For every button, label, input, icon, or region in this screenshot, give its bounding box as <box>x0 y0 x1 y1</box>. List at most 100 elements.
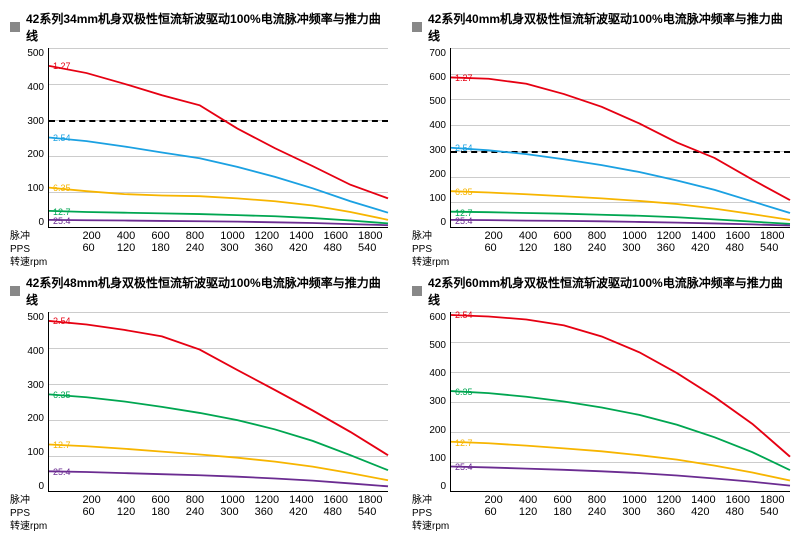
plot-area: 2.546.3512.725.4 <box>48 312 388 492</box>
y-tick-label: 100 <box>429 453 446 464</box>
x-tick: 1000300 <box>622 230 646 254</box>
x-tick: 1200360 <box>255 230 279 254</box>
chart-0: 42系列34mm机身双极性恒流斩波驱动100%电流脉冲频率与推力曲线 500 400… <box>10 10 388 256</box>
title-square-icon <box>412 286 422 296</box>
x-tick: 1600480 <box>324 494 348 518</box>
chart-3: 42系列60mm机身双极性恒流斩波驱动100%电流脉冲频率与推力曲线 600 500… <box>412 274 790 520</box>
y-tick-label: 600 <box>429 72 446 83</box>
x-tick: 400120 <box>519 230 537 254</box>
series-svg <box>49 312 388 491</box>
series-line <box>451 391 790 470</box>
x-tick: 600180 <box>151 230 169 254</box>
x-tick: 1600480 <box>726 494 750 518</box>
y-tick-label: 500 <box>27 48 44 59</box>
y-tick-label: 300 <box>429 396 446 407</box>
x-tick: 1000300 <box>622 494 646 518</box>
x-axis-labels: 脉冲PPS转速rpm <box>412 494 450 520</box>
x-tick: 1400420 <box>691 494 715 518</box>
y-tick-label: 200 <box>27 413 44 424</box>
y-tick-label: 0 <box>440 217 446 228</box>
y-tick-label: 200 <box>429 425 446 436</box>
x-tick: 800240 <box>186 494 204 518</box>
series-svg <box>49 48 388 227</box>
y-tick-label: 200 <box>27 149 44 160</box>
series-line <box>451 77 790 200</box>
y-tick-label: 600 <box>429 312 446 323</box>
y-tick-label: 300 <box>27 116 44 127</box>
x-tick: 600180 <box>151 494 169 518</box>
plot-wrap: 70060050040030020010001.272.546.3512.725… <box>412 48 790 228</box>
plot-wrap: 500 400 300 200 100 0 2.546.3512.725.4 <box>10 312 388 492</box>
x-axis-labels: 脉冲PPS转速rpm <box>10 494 48 520</box>
series-line <box>49 138 388 213</box>
x-tick: 1800540 <box>760 230 784 254</box>
x-tick: 400120 <box>519 494 537 518</box>
y-tick-label: 500 <box>429 340 446 351</box>
y-tick-label: 0 <box>440 481 446 492</box>
x-tick: 800240 <box>186 230 204 254</box>
x-tick: 20060 <box>484 494 502 518</box>
x-tick: 400120 <box>117 494 135 518</box>
x-tick: 1600480 <box>324 230 348 254</box>
title-square-icon <box>412 22 422 32</box>
y-tick-label: 100 <box>429 193 446 204</box>
y-tick-label: 0 <box>38 481 44 492</box>
y-tick-label: 700 <box>429 48 446 59</box>
x-tick: 1400420 <box>289 494 313 518</box>
x-tick: 1000300 <box>220 230 244 254</box>
chart-title: 42系列48mm机身双极性恒流斩波驱动100%电流脉冲频率与推力曲线 <box>10 274 388 308</box>
y-tick-label: 300 <box>27 380 44 391</box>
x-tick: 1200360 <box>657 494 681 518</box>
series-line <box>451 315 790 457</box>
y-tick-label: 200 <box>429 169 446 180</box>
series-line <box>451 148 790 213</box>
plot-area: 1.272.546.3512.725.4 <box>48 48 388 228</box>
plot-wrap: 500 400 300 200 100 0 1.272.546.3512.725.4 <box>10 48 388 228</box>
y-tick-label: 300 <box>429 145 446 156</box>
y-tick-label: 100 <box>27 447 44 458</box>
x-axis-labels: 脉冲PPS转速rpm <box>10 230 48 256</box>
y-tick-label: 400 <box>429 120 446 131</box>
y-axis: 6005004003002001000 <box>412 312 450 492</box>
series-line <box>49 471 388 486</box>
series-line <box>49 394 388 470</box>
y-axis: 500 400 300 200 100 0 <box>10 48 48 228</box>
x-tick: 1800540 <box>358 494 382 518</box>
x-tick: 1400420 <box>691 230 715 254</box>
x-tick: 1200360 <box>255 494 279 518</box>
y-tick-label: 500 <box>27 312 44 323</box>
x-tick: 20060 <box>82 494 100 518</box>
x-tick: 1200360 <box>657 230 681 254</box>
y-tick-label: 400 <box>27 346 44 357</box>
x-axis-labels: 脉冲PPS转速rpm <box>412 230 450 256</box>
x-tick: 600180 <box>553 230 571 254</box>
x-tick: 20060 <box>484 230 502 254</box>
x-tick: 800240 <box>588 494 606 518</box>
y-tick-label: 0 <box>38 217 44 228</box>
chart-title: 42系列40mm机身双极性恒流斩波驱动100%电流脉冲频率与推力曲线 <box>412 10 790 44</box>
x-tick: 800240 <box>588 230 606 254</box>
series-line <box>49 321 388 455</box>
series-line <box>49 66 388 198</box>
chart-grid: 42系列34mm机身双极性恒流斩波驱动100%电流脉冲频率与推力曲线 500 400… <box>10 10 790 520</box>
chart-1: 42系列40mm机身双极性恒流斩波驱动100%电流脉冲频率与推力曲线 700 600… <box>412 10 790 256</box>
x-tick: 20060 <box>82 230 100 254</box>
x-tick: 1800540 <box>358 230 382 254</box>
x-axis: 脉冲PPS转速rpm200604001206001808002401000300… <box>10 494 388 520</box>
plot-wrap: 60050040030020010002.546.3512.725.4 <box>412 312 790 492</box>
y-axis: 7006005004003002001000 <box>412 48 450 228</box>
chart-title: 42系列34mm机身双极性恒流斩波驱动100%电流脉冲频率与推力曲线 <box>10 10 388 44</box>
chart-title-text: 42系列60mm机身双极性恒流斩波驱动100%电流脉冲频率与推力曲线 <box>428 274 790 308</box>
y-axis: 500 400 300 200 100 0 <box>10 312 48 492</box>
series-line <box>49 220 388 225</box>
x-tick: 600180 <box>553 494 571 518</box>
x-axis: 脉冲PPS转速rpm 20060 400120 600180 800240 1000300… <box>412 230 790 256</box>
series-svg <box>451 48 790 227</box>
y-tick-label: 100 <box>27 183 44 194</box>
chart-title-text: 42系列34mm机身双极性恒流斩波驱动100%电流脉冲频率与推力曲线 <box>26 10 388 44</box>
x-tick: 1600480 <box>726 230 750 254</box>
chart-2: 42系列48mm机身双极性恒流斩波驱动100%电流脉冲频率与推力曲线 500 400… <box>10 274 388 520</box>
y-tick-label: 400 <box>27 82 44 93</box>
plot-area: 1.272.546.3512.725.4 <box>450 48 790 228</box>
chart-title: 42系列60mm机身双极性恒流斩波驱动100%电流脉冲频率与推力曲线 <box>412 274 790 308</box>
